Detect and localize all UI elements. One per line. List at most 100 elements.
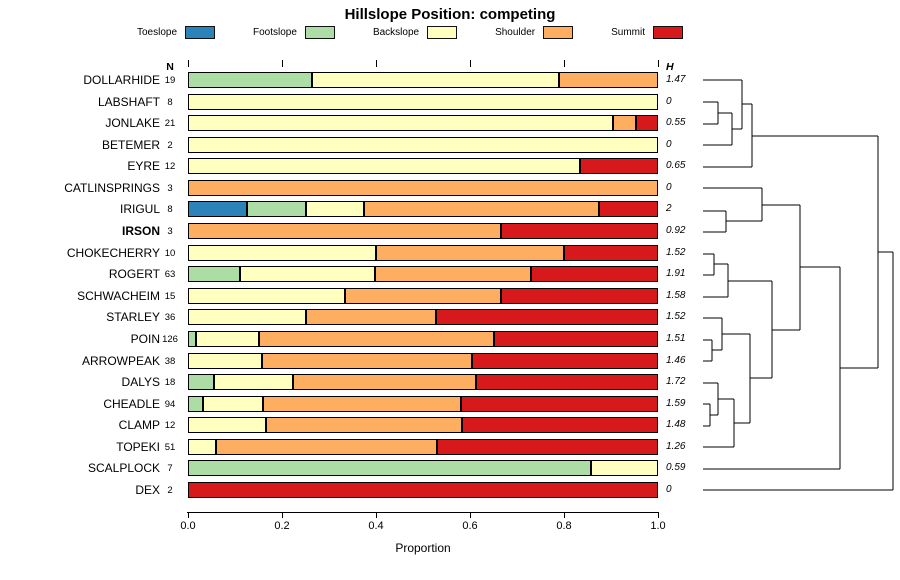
x-axis-top-tick — [564, 60, 565, 67]
bar-segment-summit — [436, 438, 658, 455]
h-value: 2 — [666, 203, 672, 215]
h-value: 1.26 — [666, 440, 686, 452]
bar-segment-backslope — [214, 374, 293, 391]
h-value: 0.55 — [666, 117, 686, 129]
bar-segment-shoulder — [364, 201, 600, 218]
bar-segment-backslope — [590, 460, 658, 477]
x-axis-tick-label: 0.2 — [274, 520, 290, 532]
n-value: 21 — [164, 118, 176, 130]
x-axis-top-tick — [470, 60, 471, 67]
bar-segment-summit — [599, 201, 658, 218]
h-value: 1.59 — [666, 397, 686, 409]
bar-segment-shoulder — [305, 309, 437, 326]
h-value: 0 — [666, 95, 672, 107]
row-label: JONLAKE — [105, 116, 160, 131]
x-axis-tick — [564, 512, 565, 518]
n-value: 7 — [167, 463, 173, 475]
x-axis-line — [187, 512, 659, 513]
legend-swatch — [304, 26, 335, 39]
n-value: 12 — [164, 420, 176, 432]
bar-segment-shoulder — [266, 417, 463, 434]
bar-segment-toeslope — [188, 201, 247, 218]
legend-swatch — [427, 26, 458, 39]
bar-segment-backslope — [188, 158, 580, 175]
bar-segment-footslope — [246, 201, 306, 218]
row-label: BETEMER — [101, 137, 160, 152]
legend-label: Toeslope — [136, 27, 178, 38]
row-label: DALYS — [121, 375, 160, 390]
bar-segment-summit — [531, 266, 658, 283]
legend-item-footslope: Footslope — [253, 26, 335, 39]
bar-segment-backslope — [188, 136, 658, 153]
bar-segment-shoulder — [613, 115, 636, 132]
n-value: 126 — [162, 333, 178, 345]
x-axis-tick-label: 0.0 — [180, 520, 196, 532]
bar-segment-summit — [493, 330, 658, 347]
row-label: IRSON — [121, 224, 160, 239]
x-axis-tick-label: 0.6 — [462, 520, 478, 532]
row-label: ROGERT — [108, 267, 160, 282]
bar-segment-backslope — [188, 244, 376, 261]
bar-segment-backslope — [195, 330, 259, 347]
h-column-header: H — [666, 61, 674, 73]
n-value: 94 — [164, 398, 176, 410]
h-value: 1.72 — [666, 376, 686, 388]
h-value: 1.47 — [666, 74, 686, 85]
legend-item-toeslope: Toeslope — [136, 26, 216, 39]
bar-segment-shoulder — [376, 244, 564, 261]
h-value: 0 — [666, 484, 672, 496]
h-value: 1.58 — [666, 289, 686, 301]
x-axis-tick — [188, 512, 189, 518]
bar-segment-backslope — [188, 352, 263, 369]
x-axis-top-tick — [282, 60, 283, 67]
bar-segment-footslope — [188, 460, 591, 477]
bar-segment-shoulder — [188, 179, 658, 196]
n-value: 3 — [167, 182, 173, 194]
x-axis-top-tick — [658, 60, 659, 67]
legend-swatch — [543, 26, 574, 39]
bar-segment-backslope — [188, 115, 614, 132]
row-label: SCALPLOCK — [87, 461, 160, 476]
x-axis-label: Proportion — [395, 541, 451, 555]
legend-swatch — [653, 26, 684, 39]
bar-segment-shoulder — [188, 223, 502, 240]
x-axis-tick — [470, 512, 471, 518]
n-value: 19 — [164, 75, 176, 86]
n-value: 12 — [164, 161, 176, 173]
bar-segment-shoulder — [215, 438, 437, 455]
bar-segment-summit — [436, 309, 658, 326]
n-value: 8 — [167, 96, 173, 108]
legend-label: Footslope — [253, 27, 297, 38]
x-axis-tick — [376, 512, 377, 518]
bar-segment-shoulder — [292, 374, 476, 391]
row-label: CATLINSPRINGS — [64, 180, 160, 195]
legend-item-backslope: Backslope — [373, 26, 458, 39]
n-value: 8 — [167, 204, 173, 216]
row-label: STARLEY — [106, 310, 160, 325]
row-label: ARROWPEAK — [81, 353, 160, 368]
h-value: 0 — [666, 138, 672, 150]
bar-segment-summit — [501, 287, 658, 304]
bar-segment-backslope — [188, 309, 306, 326]
legend-label: Summit — [611, 27, 646, 38]
bar-segment-backslope — [188, 287, 345, 304]
legend-swatch — [185, 26, 216, 39]
bar-segment-backslope — [305, 201, 365, 218]
row-label: CHOKECHERRY — [66, 245, 160, 260]
x-axis-tick-label: 0.8 — [556, 520, 572, 532]
bar-segment-shoulder — [263, 395, 461, 412]
bar-segment-footslope — [188, 374, 215, 391]
bar-segment-summit — [579, 158, 658, 175]
row-label: LABSHAFT — [97, 94, 160, 109]
h-value: 1.52 — [666, 311, 686, 323]
bar-segment-summit — [188, 482, 658, 499]
chart-title: Hillslope Position: competing — [344, 6, 556, 23]
x-axis-tick — [658, 512, 659, 518]
n-value: 63 — [164, 269, 176, 281]
bar-segment-backslope — [240, 266, 375, 283]
h-value: 1.51 — [666, 332, 686, 344]
bar-segment-summit — [564, 244, 658, 261]
bar-segment-footslope — [188, 72, 312, 88]
